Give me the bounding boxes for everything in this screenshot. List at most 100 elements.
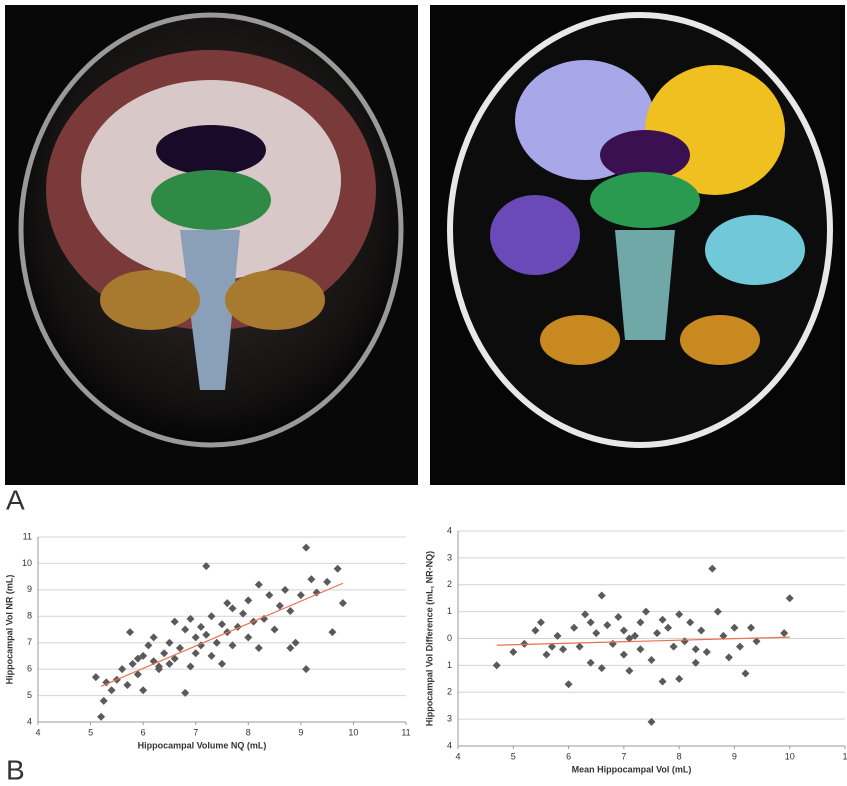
point bbox=[636, 645, 645, 654]
y-tick-label: 11 bbox=[23, 531, 32, 541]
y-tick-label: 2 bbox=[447, 579, 452, 589]
point bbox=[752, 637, 761, 646]
point bbox=[592, 629, 601, 638]
point bbox=[323, 577, 332, 586]
point bbox=[149, 633, 158, 642]
y-axis-label: Hippocampal Vol NR (mL) bbox=[4, 575, 14, 685]
y-tick-label: 3 bbox=[447, 714, 452, 724]
point bbox=[636, 618, 645, 627]
point bbox=[641, 607, 650, 616]
x-tick-label: 7 bbox=[621, 751, 626, 761]
x-axis-label: Hippocampal Volume NQ (mL) bbox=[138, 740, 267, 750]
point bbox=[191, 633, 200, 642]
point bbox=[747, 623, 756, 632]
x-tick-label: 7 bbox=[193, 727, 198, 737]
point bbox=[97, 712, 106, 721]
point bbox=[99, 696, 108, 705]
point bbox=[492, 661, 501, 670]
point bbox=[338, 599, 347, 608]
point bbox=[664, 623, 673, 632]
x-axis-label: Mean Hippocampal Vol (mL) bbox=[572, 764, 692, 774]
point bbox=[133, 654, 142, 663]
y-tick-label: 3 bbox=[447, 552, 452, 562]
point bbox=[202, 630, 211, 639]
point bbox=[139, 686, 148, 695]
point bbox=[509, 647, 518, 656]
point bbox=[697, 626, 706, 635]
point bbox=[531, 626, 540, 635]
trendline bbox=[496, 636, 790, 646]
y-axis-label: Hippocampal Vol Difference (mL, NR-NQ) bbox=[424, 551, 434, 726]
point bbox=[181, 688, 190, 697]
point bbox=[218, 620, 226, 629]
point bbox=[218, 659, 226, 668]
y-tick-label: 6 bbox=[27, 664, 32, 674]
point bbox=[118, 665, 127, 674]
mri-right bbox=[430, 5, 845, 485]
x-tick-label: 10 bbox=[785, 751, 795, 761]
point bbox=[286, 644, 295, 652]
point bbox=[658, 615, 667, 624]
point bbox=[625, 634, 634, 643]
point bbox=[133, 670, 142, 679]
y-tick-label: 8 bbox=[27, 611, 32, 621]
point bbox=[239, 609, 248, 618]
x-tick-label: 1 bbox=[842, 751, 847, 761]
point bbox=[735, 642, 744, 651]
point bbox=[254, 644, 263, 652]
point bbox=[144, 641, 153, 650]
point bbox=[123, 681, 132, 689]
point bbox=[270, 625, 279, 634]
panel-label: B bbox=[6, 754, 25, 785]
x-tick-label: 6 bbox=[141, 727, 146, 737]
point bbox=[625, 666, 634, 675]
point bbox=[254, 580, 263, 589]
point bbox=[785, 594, 794, 603]
point bbox=[702, 647, 711, 656]
point bbox=[547, 642, 556, 651]
point bbox=[559, 645, 568, 654]
point bbox=[780, 629, 789, 638]
x-tick-label: 8 bbox=[246, 727, 251, 737]
point bbox=[154, 662, 163, 671]
point bbox=[333, 564, 342, 573]
point bbox=[586, 658, 595, 667]
point bbox=[91, 673, 100, 682]
point bbox=[191, 649, 200, 658]
point bbox=[669, 642, 678, 651]
point bbox=[281, 585, 290, 594]
point bbox=[312, 588, 321, 597]
y-tick-label: 1 bbox=[447, 660, 452, 670]
point bbox=[570, 623, 579, 632]
point bbox=[619, 650, 628, 659]
trendline bbox=[100, 582, 344, 687]
point bbox=[328, 628, 337, 637]
point bbox=[202, 562, 211, 571]
point bbox=[107, 686, 116, 695]
point bbox=[170, 654, 179, 663]
point bbox=[212, 638, 221, 647]
point bbox=[286, 607, 295, 615]
point bbox=[186, 662, 195, 671]
point bbox=[719, 631, 728, 640]
point bbox=[586, 618, 595, 627]
point bbox=[581, 610, 590, 619]
point bbox=[564, 680, 573, 689]
x-tick-label: 10 bbox=[348, 727, 358, 737]
point bbox=[553, 631, 562, 640]
point bbox=[186, 614, 195, 623]
x-tick-label: 11 bbox=[401, 727, 410, 737]
point bbox=[223, 599, 232, 608]
y-tick-label: 5 bbox=[27, 690, 32, 700]
y-tick-label: 1 bbox=[447, 606, 452, 616]
y-tick-label: 10 bbox=[22, 558, 32, 568]
panel-label: A bbox=[6, 484, 25, 515]
point bbox=[126, 628, 134, 637]
point bbox=[675, 674, 684, 683]
point bbox=[170, 617, 179, 626]
point bbox=[686, 618, 695, 627]
point bbox=[207, 651, 216, 660]
point bbox=[302, 665, 311, 674]
x-tick-label: 4 bbox=[35, 727, 40, 737]
point bbox=[228, 604, 237, 613]
